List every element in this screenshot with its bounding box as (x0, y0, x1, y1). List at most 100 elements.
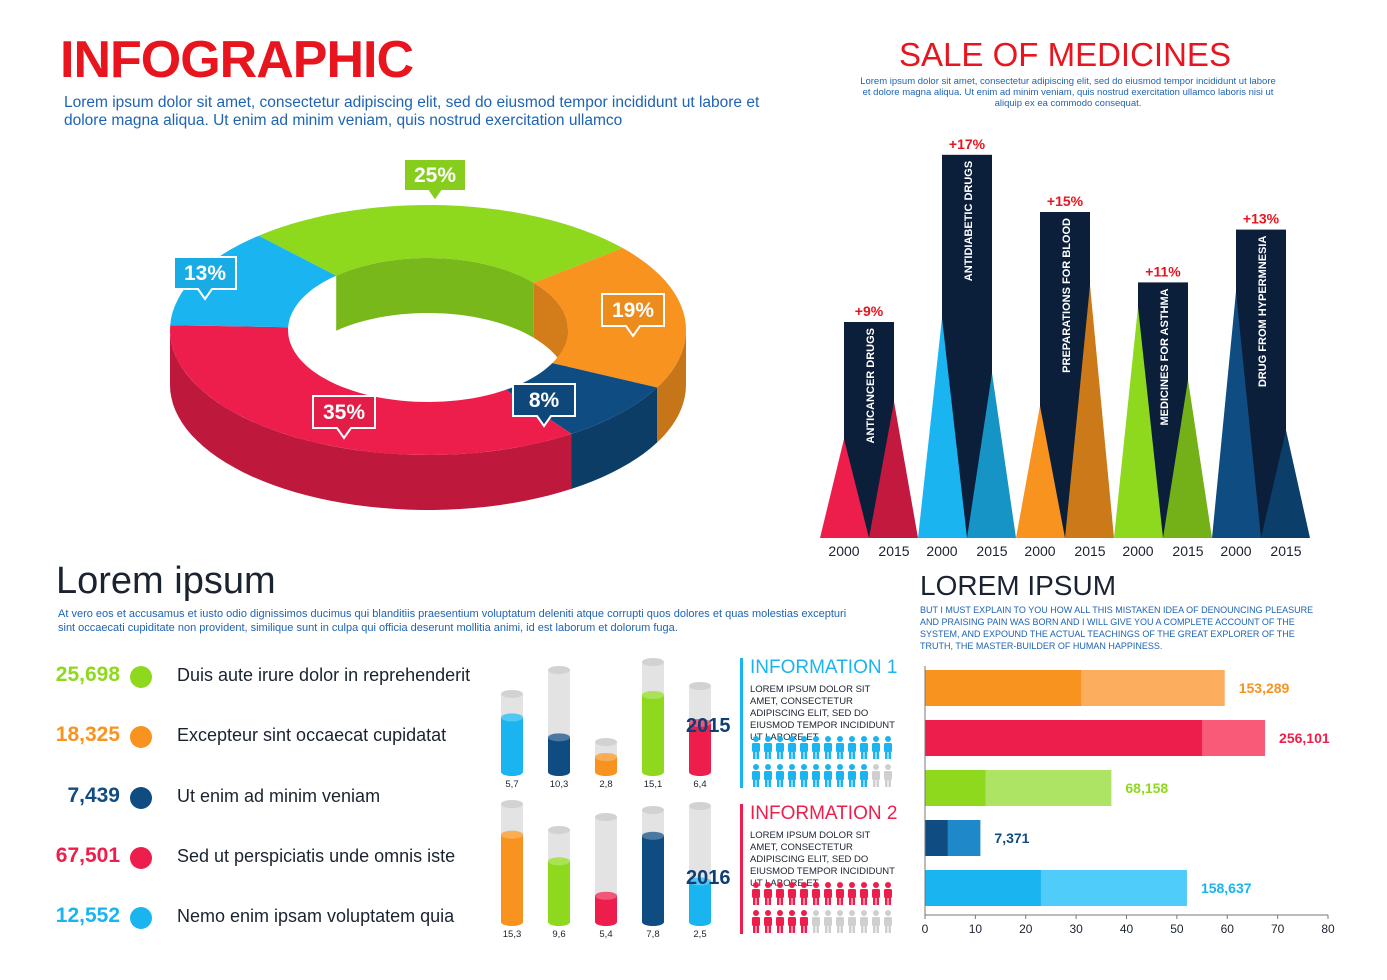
stat-row: 18,325 Excepteur sint occaecat cupidatat (50, 717, 490, 757)
cylinder-level (642, 691, 664, 699)
cylinder-fill (642, 835, 664, 922)
sales-peak-2015 (869, 401, 918, 538)
person-icon (860, 882, 868, 905)
cylinder-value-label: 5,4 (599, 929, 612, 940)
cylinder-top (501, 690, 523, 698)
hbar-inner (925, 820, 948, 856)
cylinder-value-label: 7,8 (646, 929, 659, 940)
info1-divider (740, 658, 743, 788)
sales-change-label: +11% (1145, 263, 1181, 279)
donut-slice-label: 8% (529, 389, 560, 412)
cylinder-bottom (595, 768, 617, 776)
donut-callout (312, 395, 376, 440)
sales-peak-2000 (1212, 291, 1261, 538)
stat-label: Ut enim ad minim veniam (177, 786, 381, 806)
sales-year-label: 2015 (1074, 543, 1105, 559)
cylinder-chart: 5,7 10,3 2,8 15,1 6,4 2015 15,3 9,6 5,4 7,8 2,5 201… (501, 658, 731, 940)
donut-callout (403, 158, 467, 203)
person-icon (824, 882, 832, 905)
person-icon (884, 910, 892, 933)
sales-change-label: +15% (1047, 193, 1084, 209)
sales-category-label: ANTIDIABETIC DRUGS (963, 161, 975, 281)
cylinder-level (595, 891, 617, 900)
hbar-tick-label: 40 (1120, 922, 1134, 936)
donut-outer-wall (657, 330, 686, 443)
donut-callout (601, 293, 665, 338)
section3-description: But I must explain to you how all this m… (920, 605, 1314, 651)
sales-year-label: 2000 (828, 543, 859, 559)
cylinder-bottom (501, 918, 523, 926)
hbar-value-label: 68,158 (1125, 780, 1168, 796)
cylinder-value-label: 2,5 (693, 929, 706, 940)
person-icon (800, 764, 808, 787)
cylinder-level (642, 831, 664, 840)
person-icon (788, 910, 796, 933)
hbar-inner (925, 670, 1082, 706)
cylinder-top (689, 682, 711, 690)
hbar-tick-label: 70 (1271, 922, 1285, 936)
hbar-tick-label: 0 (922, 922, 929, 936)
horizontal-bar-chart: 153,289 256,101 68,158 7,371 158,637 0 10 20 30 4… (922, 666, 1335, 936)
section2-title: Lorem ipsum (56, 560, 276, 602)
stat-value: 7,439 (67, 784, 120, 807)
hbar-tick-label: 10 (969, 922, 983, 936)
hbar-inner (925, 770, 986, 806)
person-icon (884, 764, 892, 787)
sales-peak-2000 (1114, 307, 1163, 538)
donut-outer-wall (170, 330, 572, 510)
stat-label: Excepteur sint occaecat cupidatat (177, 725, 447, 745)
sales-peak-2000 (1016, 406, 1065, 538)
stat-value: 25,698 (55, 663, 120, 686)
sales-year-label: 2015 (878, 543, 909, 559)
stat-dot-icon (130, 847, 152, 869)
cylinder-top (548, 666, 570, 674)
person-icon (824, 764, 832, 787)
stat-label: Sed ut perspiciatis unde omnis iste (177, 846, 456, 866)
person-icon (776, 882, 784, 905)
cylinder-bottom (595, 918, 617, 926)
sales-category-label: ANTICANCER DRUGS (865, 328, 877, 444)
sales-year-label: 2015 (976, 543, 1007, 559)
cylinder-level (501, 830, 523, 839)
stat-row: 25,698 Duis aute irure dolor in reprehen… (50, 657, 490, 697)
cylinder-level (689, 718, 711, 727)
donut-slice-label: 25% (414, 164, 456, 187)
section2-description: At vero eos et accusamus et iusto odio d… (58, 608, 847, 634)
cylinder-top (642, 806, 664, 814)
donut-slice (170, 235, 337, 328)
cylinder-fill (501, 717, 523, 772)
cylinder-level (689, 877, 711, 886)
stat-value: 67,501 (55, 844, 120, 867)
stat-row: 7,439 Ut enim ad minim veniam (50, 778, 490, 818)
cylinder-top (689, 802, 711, 810)
donut-callout (173, 256, 237, 301)
cylinder-year-label: 2016 (686, 867, 731, 889)
cylinder-bottom (548, 918, 570, 926)
person-icon (812, 910, 820, 933)
cylinder-fill (642, 695, 664, 772)
stat-label: Nemo enim ipsam voluptatem quia (177, 906, 455, 926)
cylinder-value-label: 2,8 (599, 779, 612, 790)
sales-change-label: +9% (855, 303, 884, 319)
cylinder-value-label: 10,3 (550, 779, 569, 790)
sales-year-label: 2015 (1270, 543, 1301, 559)
person-icon (884, 736, 892, 759)
stat-row: 67,501 Sed ut perspiciatis unde omnis is… (50, 838, 490, 878)
stat-dot-icon (130, 666, 152, 688)
hbar-inner (925, 720, 1203, 756)
sales-category-label: PREPARATIONS FOR BLOOD (1061, 218, 1073, 373)
person-icon (764, 764, 772, 787)
cylinder-bottom (642, 918, 664, 926)
person-icon (788, 882, 796, 905)
person-icon (776, 736, 784, 759)
cylinder-top (595, 813, 617, 821)
cylinder-level (548, 857, 570, 866)
cylinder-top (595, 738, 617, 746)
info2-title: INFORMATION 2 (750, 803, 898, 824)
donut-callout (512, 383, 576, 428)
person-icon (848, 910, 856, 933)
cylinder-bottom (642, 768, 664, 776)
person-icon (776, 764, 784, 787)
person-icon (752, 910, 760, 933)
donut-slice (258, 205, 623, 283)
